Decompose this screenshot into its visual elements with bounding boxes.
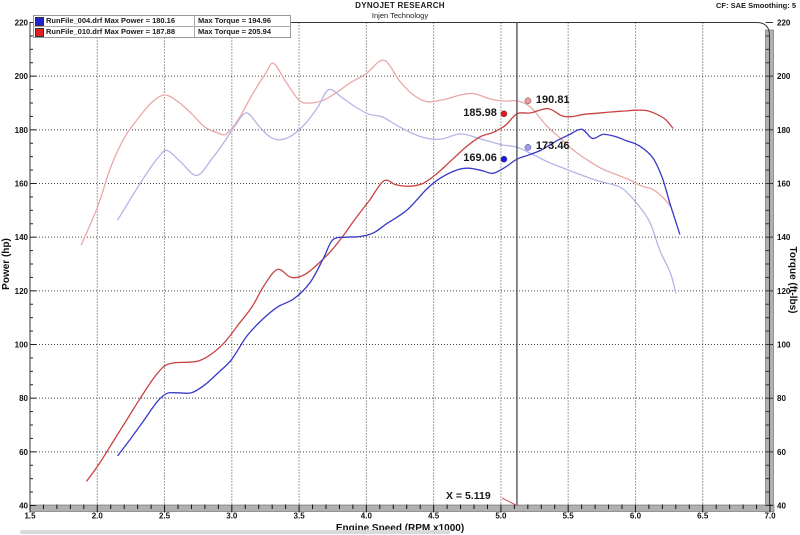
cursor-value-power-run004: 169.06 [463,152,497,165]
cursor-value-torque-run010: 190.81 [535,93,570,106]
run010-max-power-label: RunFile_010.drf Max Power = 187.88 [46,27,176,36]
correction-smoothing-info: CF: SAE Smoothing: 5 [716,1,796,10]
run004-max-torque-label: Max Torque = 194.96 [194,16,290,26]
run010-max-torque-label: Max Torque = 205.94 [194,27,290,37]
torque-axis-tick-label: 160 [777,180,791,189]
torque-axis-tick-label: 140 [777,233,791,242]
rpm-axis-tick-label: 6.0 [630,512,642,521]
power-axis-tick-label: 100 [15,341,29,350]
left-y-axis-title: Power (hp) [1,238,12,290]
legend-row-run004[interactable]: RunFile_004.drf Max Power = 180.16 Max T… [34,16,290,26]
rpm-axis-tick-label: 4.0 [361,512,373,521]
cursor-value-torque-run004: 173.46 [535,140,570,153]
cursor-marker-dot [524,97,532,105]
rpm-axis-tick-label: 3.0 [226,512,238,521]
cursor-marker-dot [500,155,508,163]
page-subtitle: Injen Technology [371,11,429,20]
power-axis-tick-label: 40 [19,502,28,511]
torque-axis-tick-label: 60 [777,448,786,457]
rpm-axis-tick-label: 6.5 [697,512,709,521]
bottom-watermark-strip [20,530,450,534]
power-curve-runfile_010 [85,107,674,482]
power-axis-tick-label: 160 [15,180,29,189]
page-title: DYNOJET RESEARCH [355,1,445,10]
cursor-marker-dot [500,110,508,118]
rpm-axis-tick-label: 5.0 [495,512,507,521]
power-curve-runfile_004 [116,128,681,457]
rpm-axis-tick-label: 2.0 [92,512,104,521]
run010-color-swatch [35,27,44,37]
rpm-axis-tick-label: 4.5 [428,512,440,521]
power-axis-tick-label: 80 [19,394,28,403]
torque-axis-tick-label: 180 [777,126,791,135]
right-y-axis-title: Torque (ft-lbs) [787,246,798,313]
torque-curve-runfile_004 [116,88,677,294]
torque-axis-tick-label: 80 [777,394,786,403]
run004-max-power-label: RunFile_004.drf Max Power = 180.16 [46,16,176,25]
rpm-axis-tick-label: 3.5 [294,512,306,521]
power-axis-tick-label: 220 [15,19,29,28]
legend-row-run010[interactable]: RunFile_010.drf Max Power = 187.88 Max T… [34,26,290,37]
cursor-marker-dot [524,144,532,151]
torque-axis-tick-label: 120 [777,287,791,296]
power-axis-tick-label: 200 [15,72,29,81]
torque-axis-tick-label: 200 [777,72,791,81]
rpm-axis-tick-label: 1.5 [24,512,36,521]
run-legend: RunFile_004.drf Max Power = 180.16 Max T… [33,15,291,38]
power-axis-tick-label: 120 [15,287,29,296]
torque-axis-tick-label: 220 [777,19,791,28]
torque-curve-runfile_010 [80,59,671,246]
power-axis-tick-label: 140 [15,233,29,242]
cursor-value-power-run010: 185.98 [463,106,497,119]
run004-color-swatch [35,16,44,26]
cursor-label-connector [501,497,518,506]
rpm-axis-tick-label: 7.0 [764,512,776,521]
torque-axis-tick-label: 100 [777,341,791,350]
torque-axis-tick-label: 40 [777,502,786,511]
plot-border [29,22,770,506]
rpm-axis-tick-label: 2.5 [159,512,171,521]
power-axis-tick-label: 180 [15,126,29,135]
x-axis-title: Engine Speed (RPM x1000) [336,523,464,534]
power-axis-tick-label: 60 [19,448,28,457]
cursor-x-readout: X = 5.119 [446,490,491,502]
rpm-axis-tick-label: 5.5 [563,512,575,521]
